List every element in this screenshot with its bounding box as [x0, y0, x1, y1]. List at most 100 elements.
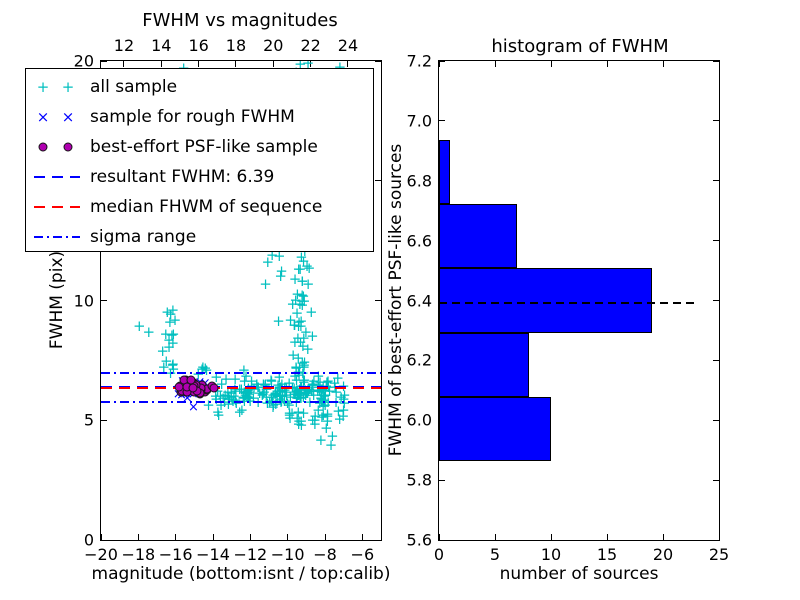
x-tick-label: −18: [121, 545, 156, 564]
y-tick: [713, 61, 719, 62]
x-tick: [494, 534, 496, 540]
x-tick: [718, 534, 719, 540]
top-axis-tick-label: 24: [337, 36, 359, 55]
y-tick: [713, 359, 719, 361]
x-tick: [439, 534, 440, 540]
y-tick-label: 6.2: [406, 350, 432, 370]
y-tick-label: 6.0: [406, 410, 432, 430]
legend-row: median FHWM of sequence: [26, 192, 373, 222]
legend-label: best-effort PSF-like sample: [90, 137, 318, 157]
y-tick: [713, 180, 719, 182]
y-tick-label: 5.8: [406, 470, 432, 490]
legend-label: all sample: [90, 77, 178, 97]
top-axis-tick: [310, 61, 312, 67]
histogram-bar: [439, 268, 652, 333]
legend-line-sample: [34, 176, 80, 178]
x-tick: [550, 534, 552, 540]
y-tick-label: 7.2: [406, 51, 432, 71]
legend-line-sample: [34, 206, 80, 208]
y-tick-label: 7.0: [406, 111, 432, 131]
legend-row: + + all sample: [26, 72, 373, 102]
y-tick-label: 0: [83, 530, 94, 550]
y-tick-label: 5: [83, 410, 94, 430]
legend-sample: × ×: [36, 108, 75, 126]
y-tick: [713, 419, 719, 421]
legend-sample: [26, 162, 86, 192]
x-tick: [175, 534, 177, 540]
scatter-point-circle: [188, 383, 198, 393]
top-axis-tick-label: 20: [263, 36, 284, 55]
right-plot-title: histogram of FWHM: [491, 36, 669, 57]
x-tick: [212, 534, 214, 540]
x-tick: [137, 534, 139, 540]
legend-label: resultant FWHM: 6.39: [90, 167, 275, 187]
right-plot-ylabel: FWHM of best-effort PSF-like sources: [386, 143, 406, 457]
y-tick: [713, 240, 719, 242]
x-tick: [662, 534, 664, 540]
legend-sample: [26, 132, 86, 162]
x-tick-label: 15: [596, 545, 618, 564]
x-tick-label: −8: [313, 545, 337, 564]
legend-marker-circle: [63, 142, 73, 152]
reference-line: [101, 372, 381, 375]
top-axis-tick-label: 14: [151, 36, 172, 55]
x-tick: [101, 534, 102, 540]
x-tick-label: −6: [350, 545, 375, 564]
histogram-bar: [439, 396, 551, 461]
x-tick: [606, 534, 608, 540]
y-tick-label: 5.6: [406, 530, 432, 550]
y-tick: [375, 180, 381, 182]
x-tick-label: 20: [652, 545, 674, 564]
top-axis-tick-label: 22: [300, 36, 321, 55]
x-tick: [550, 61, 552, 67]
histogram-bar: [439, 332, 529, 397]
x-tick: [662, 61, 664, 67]
histogram-bar: [439, 140, 451, 205]
x-tick-label: −14: [196, 545, 230, 564]
y-tick: [439, 539, 445, 540]
y-tick-label: 6.6: [406, 231, 432, 251]
scatter-point-circle: [174, 382, 184, 392]
y-tick: [101, 419, 107, 421]
y-tick: [375, 539, 381, 540]
top-axis-tick-label: 16: [188, 36, 209, 55]
legend-label: median FHWM of sequence: [90, 197, 323, 217]
x-tick: [287, 534, 289, 540]
right-plot-axes: [438, 60, 720, 541]
y-tick: [375, 61, 381, 62]
y-tick: [101, 300, 107, 301]
x-tick: [606, 61, 608, 67]
x-tick: [718, 61, 719, 67]
x-tick-label: 25: [708, 545, 730, 564]
y-tick-label: 20: [73, 51, 94, 71]
histogram-bar: [439, 204, 518, 269]
legend-row: resultant FWHM: 6.39: [26, 162, 373, 192]
y-tick-label: 6.4: [406, 291, 432, 310]
legend-label: sample for rough FWHM: [90, 107, 295, 127]
y-tick-label: 10: [73, 291, 94, 310]
top-axis-tick-label: 12: [113, 36, 135, 55]
x-tick-label: 10: [540, 545, 562, 564]
legend-row: sigma range: [26, 222, 373, 252]
legend-box: + + all sample × × sample for rough FWHM best-…: [25, 68, 374, 252]
reference-line: [101, 386, 381, 389]
y-tick: [713, 120, 719, 122]
x-tick-label: −12: [233, 545, 268, 564]
legend-label: sigma range: [90, 227, 197, 247]
y-tick: [713, 300, 719, 301]
y-tick: [713, 539, 719, 540]
legend-sample: + +: [36, 78, 75, 96]
x-tick-label: 5: [489, 545, 501, 564]
top-axis-tick-label: 18: [225, 36, 247, 55]
x-tick-label: −10: [270, 545, 305, 564]
x-tick: [494, 61, 496, 67]
top-axis-tick: [198, 61, 200, 67]
left-plot-xlabel: magnitude (bottom:isnt / top:calib): [91, 564, 391, 584]
top-axis-tick: [272, 61, 274, 67]
scatter-point-circle: [209, 383, 219, 393]
y-tick: [101, 539, 107, 540]
x-tick: [324, 534, 326, 540]
legend-row: × × sample for rough FWHM: [26, 102, 373, 132]
top-axis-tick: [123, 61, 125, 67]
